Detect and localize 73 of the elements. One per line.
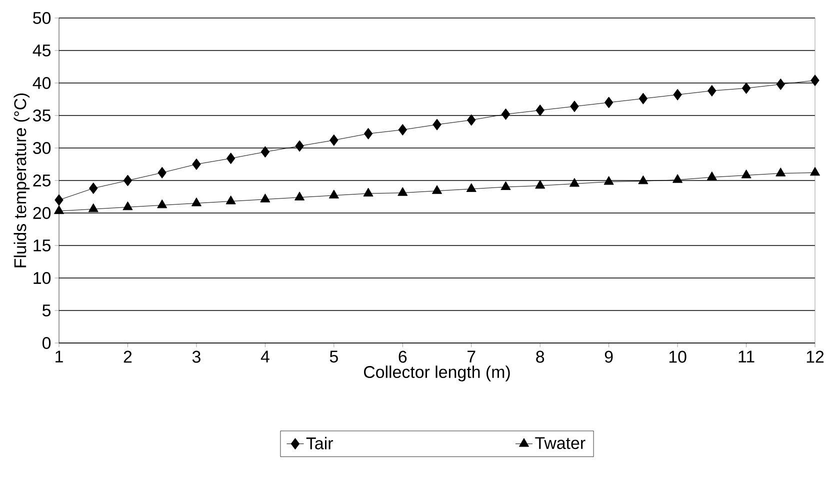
point bbox=[398, 124, 408, 136]
point bbox=[123, 174, 132, 186]
point bbox=[295, 140, 304, 152]
point bbox=[88, 203, 98, 212]
y-tick-label: 20 bbox=[33, 206, 51, 219]
y-tick-label: 50 bbox=[33, 12, 51, 24]
point bbox=[54, 194, 64, 206]
point bbox=[328, 190, 339, 198]
point bbox=[158, 166, 166, 178]
x-tick-label: 5 bbox=[330, 350, 338, 363]
point bbox=[226, 196, 236, 204]
point bbox=[501, 108, 510, 120]
point bbox=[363, 188, 374, 196]
x-axis-title: Collector length (m) bbox=[364, 366, 510, 382]
point bbox=[294, 192, 305, 200]
y-tick-label: 40 bbox=[32, 76, 51, 89]
x-tick-label: 2 bbox=[124, 350, 132, 363]
point bbox=[466, 183, 476, 192]
x-tick-label: 4 bbox=[260, 350, 270, 362]
legend-label: Tair bbox=[306, 436, 333, 450]
point bbox=[638, 92, 648, 104]
point bbox=[330, 134, 338, 146]
y-axis-title: Fluids temperature (°C) bbox=[14, 93, 30, 268]
y-tick-label: 10 bbox=[34, 272, 51, 284]
point bbox=[570, 100, 579, 112]
point bbox=[706, 171, 717, 180]
x-tick-label: 1 bbox=[56, 350, 63, 362]
point bbox=[122, 201, 133, 210]
point bbox=[432, 185, 442, 194]
x-tick-label: 6 bbox=[398, 350, 407, 363]
x-tick-label: 11 bbox=[738, 350, 754, 362]
point bbox=[535, 180, 546, 189]
y-tick-label: 35 bbox=[33, 109, 51, 122]
point bbox=[776, 168, 786, 176]
point bbox=[157, 199, 168, 208]
x-tick-label: 9 bbox=[604, 350, 613, 363]
y-tick-label: 25 bbox=[33, 174, 51, 186]
point bbox=[742, 82, 751, 94]
point bbox=[810, 166, 820, 176]
x-tick-label: 8 bbox=[536, 350, 544, 363]
x-tick-label: 12 bbox=[806, 350, 824, 363]
y-tick-label: 5 bbox=[42, 304, 51, 316]
point bbox=[638, 175, 648, 184]
point bbox=[810, 74, 820, 86]
point bbox=[260, 146, 270, 158]
point bbox=[569, 178, 580, 187]
point bbox=[54, 205, 64, 214]
y-tick-label: 45 bbox=[32, 44, 51, 56]
point bbox=[604, 96, 614, 108]
point bbox=[672, 174, 683, 183]
point bbox=[708, 85, 716, 97]
point bbox=[776, 78, 786, 90]
point bbox=[192, 158, 201, 170]
point bbox=[88, 182, 98, 194]
point bbox=[226, 152, 236, 164]
point bbox=[536, 104, 544, 116]
point bbox=[466, 114, 476, 126]
legend-label: Twater bbox=[535, 437, 586, 450]
point bbox=[364, 128, 373, 140]
point bbox=[673, 88, 682, 100]
y-tick-label: 15 bbox=[34, 240, 51, 252]
x-tick-label: 3 bbox=[192, 350, 200, 363]
point bbox=[191, 197, 202, 206]
point bbox=[500, 181, 511, 190]
point bbox=[432, 118, 442, 130]
y-tick-label: 30 bbox=[33, 142, 51, 154]
point bbox=[604, 176, 614, 185]
x-tick-label: 10 bbox=[669, 350, 686, 363]
point bbox=[398, 187, 408, 196]
point bbox=[741, 170, 752, 178]
y-tick-label: 0 bbox=[42, 336, 51, 349]
x-tick-label: 7 bbox=[468, 350, 476, 362]
point bbox=[260, 194, 270, 202]
